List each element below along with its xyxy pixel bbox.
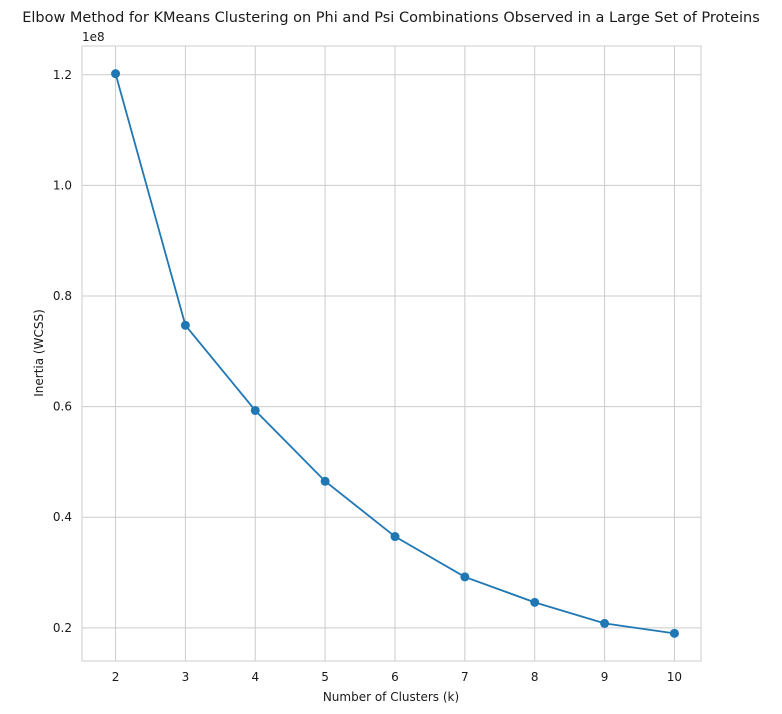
y-tick-label: 0.2 bbox=[53, 621, 72, 635]
x-axis-label: Number of Clusters (k) bbox=[323, 690, 459, 704]
x-tick-label: 9 bbox=[601, 670, 609, 684]
x-tick-label: 4 bbox=[251, 670, 259, 684]
x-tick-label: 3 bbox=[182, 670, 190, 684]
data-point bbox=[669, 628, 679, 638]
x-tick-label: 7 bbox=[461, 670, 469, 684]
data-point bbox=[180, 320, 190, 330]
x-tick-label: 2 bbox=[112, 670, 120, 684]
data-point bbox=[111, 69, 121, 79]
y-tick-label: 0.8 bbox=[53, 289, 72, 303]
chart-title: Elbow Method for KMeans Clustering on Ph… bbox=[22, 10, 760, 26]
y-tick-label: 0.4 bbox=[53, 510, 72, 524]
x-tick-label: 10 bbox=[667, 670, 682, 684]
data-point bbox=[600, 618, 610, 628]
y-tick-label: 1.0 bbox=[53, 178, 72, 192]
gridlines bbox=[82, 46, 701, 661]
x-tick-label: 8 bbox=[531, 670, 539, 684]
y-tick-label: 0.6 bbox=[53, 400, 72, 414]
data-point bbox=[390, 532, 400, 542]
y-axis-label: Inertia (WCSS) bbox=[32, 309, 46, 397]
data-point bbox=[320, 476, 330, 486]
plot-frame bbox=[81, 45, 702, 662]
y-offset-label: 1e8 bbox=[82, 30, 105, 44]
data-point bbox=[530, 597, 540, 607]
x-tick-label: 6 bbox=[391, 670, 399, 684]
y-axis-ticks: 0.2 0.4 0.6 0.8 1.0 1.2 bbox=[53, 68, 72, 635]
data-point bbox=[250, 405, 260, 415]
y-tick-label: 1.2 bbox=[53, 68, 72, 82]
data-point bbox=[460, 572, 470, 582]
x-tick-label: 5 bbox=[321, 670, 329, 684]
x-axis-ticks: 2 3 4 5 6 7 8 9 10 bbox=[112, 670, 682, 684]
series-group bbox=[111, 69, 679, 638]
